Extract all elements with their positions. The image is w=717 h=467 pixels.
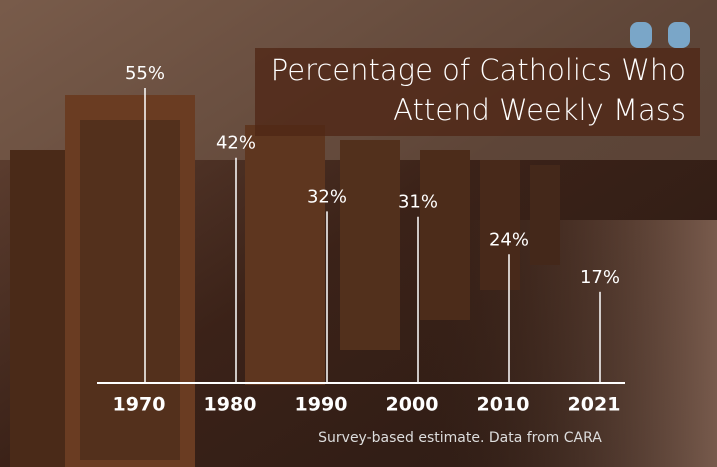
chart-title: Percentage of Catholics Who Attend Weekl…: [255, 48, 700, 136]
value-label: 24%: [489, 229, 529, 250]
value-label: 42%: [216, 133, 256, 154]
x-tick-label: 1990: [295, 394, 348, 416]
page: 1970 55% 1980 42% 1990 32% 2000 31% 2010 24% 2021 1…: [0, 0, 717, 467]
value-label: 31%: [398, 192, 438, 213]
x-tick-label: 2000: [386, 394, 439, 416]
note: Survey-based estimate. Data from CARA: [318, 430, 602, 446]
value-label: 55%: [125, 63, 165, 84]
x-tick-label: 2010: [477, 394, 530, 416]
x-tick-label: 2021: [568, 394, 621, 416]
x-tick-label: 1970: [113, 394, 166, 416]
x-tick-label: 1980: [204, 394, 257, 416]
value-label: 32%: [307, 186, 347, 207]
value-label: 17%: [580, 267, 620, 288]
